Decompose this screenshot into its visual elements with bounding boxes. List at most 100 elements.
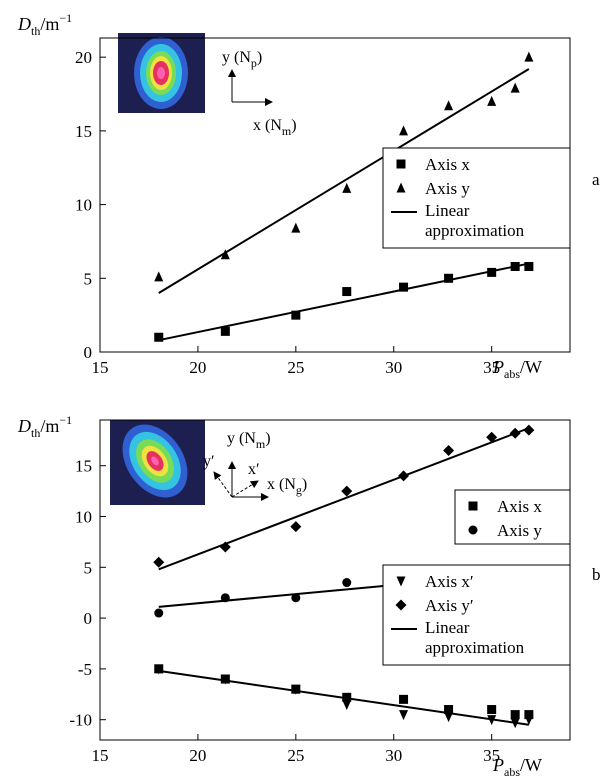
x-tick-label: 25 — [287, 358, 304, 377]
legend-box — [382, 564, 571, 666]
panel-label: b — [592, 565, 601, 584]
marker-circle — [291, 593, 301, 603]
inset-axis-label-part: y (N — [227, 430, 256, 447]
inset-axis-label-part: ) — [257, 49, 262, 66]
marker-square — [399, 694, 409, 704]
marker-diamond — [219, 541, 231, 553]
legend: Axis x′ Axis y′ Linear approximation — [382, 564, 571, 666]
inset-axis-label-part: y′ — [203, 453, 215, 470]
marker-diamond — [153, 556, 165, 568]
fit-line — [158, 68, 530, 294]
y-tick-label: 10 — [75, 508, 92, 527]
y-axis-label-part: −1 — [59, 11, 72, 25]
x-axis-label: Pabs/W — [492, 755, 542, 778]
y-tick-label: 15 — [75, 122, 92, 141]
marker-diamond — [398, 470, 410, 482]
marker-diamond — [523, 424, 535, 436]
marker-square — [524, 261, 534, 271]
marker-diamond — [509, 427, 521, 439]
x-tick-label: 30 — [385, 358, 402, 377]
inset-axis-label: y (Nm) — [227, 430, 271, 451]
fit-line — [158, 262, 530, 342]
legend-label: Axis y — [425, 179, 470, 198]
marker-square — [510, 710, 520, 720]
y-tick-label: 0 — [84, 343, 93, 362]
x-tick-label: 30 — [385, 746, 402, 765]
legend-label: Axis x — [425, 155, 470, 174]
marker-triangle — [399, 125, 409, 136]
inset-axis-label-part: ) — [291, 117, 296, 134]
inset-axis-label: y (Np) — [222, 49, 262, 70]
marker-square — [342, 692, 352, 702]
marker-square — [444, 273, 454, 283]
marker-triangle — [342, 182, 352, 193]
marker-square — [510, 261, 520, 271]
y-tick-label: 15 — [75, 457, 92, 476]
marker-triangle-down — [342, 699, 352, 710]
inset-axes-a — [228, 69, 273, 106]
legend: Axis x Axis y Linear approximation — [382, 147, 571, 249]
marker-triangle-down — [510, 718, 520, 729]
inset-axis-label: x (Ng) — [267, 476, 307, 497]
marker-square — [444, 705, 454, 715]
legend-box — [454, 489, 571, 545]
marker-triangle-down — [487, 715, 497, 726]
x-tick-label: 15 — [92, 746, 109, 765]
x-tick-label: 20 — [189, 746, 206, 765]
inset-axis-label-part: x′ — [248, 461, 260, 478]
y-axis-label: Dth/m−1 — [17, 413, 72, 440]
marker-square — [154, 332, 164, 342]
marker-triangle — [220, 249, 230, 260]
marker-square — [399, 282, 409, 292]
marker-triangle-down — [396, 576, 406, 587]
marker-circle — [154, 608, 164, 618]
marker-triangle — [154, 271, 164, 282]
x-tick-label: 15 — [92, 358, 109, 377]
y-axis-label: Dth/m−1 — [17, 11, 72, 38]
legend-label: Axis x — [497, 497, 542, 516]
y-axis-label-part: D — [17, 416, 31, 436]
legend-label-wrap: Linear approximation — [425, 618, 524, 657]
panel-label: a — [592, 170, 600, 189]
marker-triangle-down — [291, 684, 301, 695]
x-tick-label: 20 — [189, 358, 206, 377]
marker-diamond — [443, 444, 455, 456]
legend: Axis x Axis y — [454, 489, 571, 545]
y-axis-label-part: th — [31, 426, 40, 440]
inset-axis-label-part: m — [256, 437, 266, 451]
inset-axis-label: y′ — [203, 453, 215, 470]
marker-diamond — [290, 521, 302, 533]
marker-triangle-down — [444, 712, 454, 723]
marker-square — [468, 501, 478, 511]
y-axis-label-part: D — [17, 14, 31, 34]
inset-axis-label-part: ) — [302, 476, 307, 493]
marker-square — [524, 710, 534, 720]
marker-square — [396, 159, 406, 169]
inset-axis-label-part: ) — [265, 430, 270, 447]
marker-triangle-down — [220, 674, 230, 685]
y-tick-label: 10 — [75, 196, 92, 215]
marker-square — [487, 705, 497, 715]
inset-axis-label-part: x (N — [253, 117, 282, 134]
x-axis-label-part: abs — [504, 765, 520, 778]
y-tick-label: -10 — [69, 711, 92, 730]
x-tick-label: 35 — [483, 358, 500, 377]
x-axis-label-part: abs — [504, 367, 520, 381]
x-axis-label-part: /W — [520, 755, 542, 775]
inset-axis-label-part: g — [296, 483, 302, 497]
legend-label: Linear approximation — [425, 201, 525, 240]
inset-axes-b — [213, 461, 269, 501]
y-axis-label-part: /m — [40, 416, 59, 436]
marker-triangle — [487, 95, 497, 106]
marker-triangle-down — [524, 715, 534, 726]
inset-axis-label: x (Nm) — [253, 117, 297, 138]
x-tick-label: 35 — [483, 746, 500, 765]
y-tick-label: 0 — [84, 609, 93, 628]
inset-axis-label-part: m — [282, 124, 292, 138]
y-tick-label: 20 — [75, 48, 92, 67]
marker-circle — [220, 593, 230, 603]
marker-square — [220, 326, 230, 336]
marker-diamond — [486, 431, 498, 443]
inset-beam-a — [118, 33, 205, 113]
